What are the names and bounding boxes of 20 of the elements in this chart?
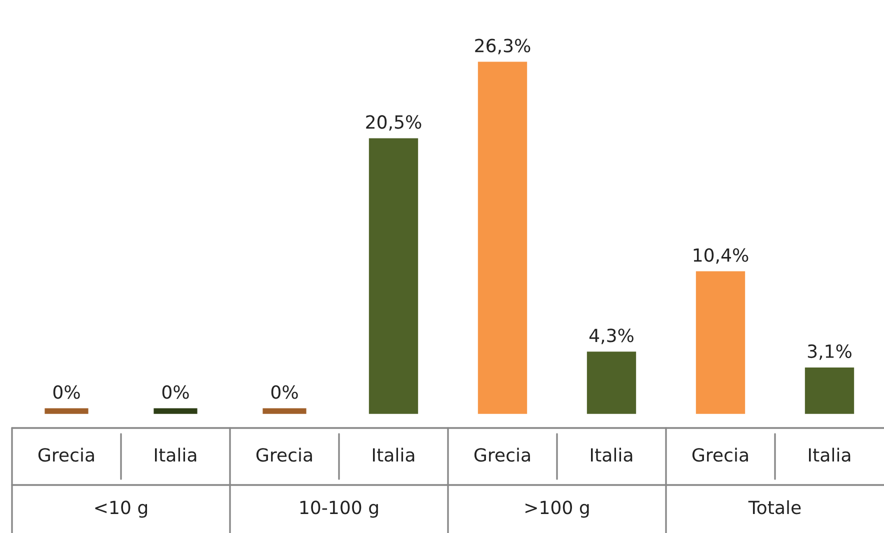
x-tick-label: Grecia — [692, 448, 748, 462]
data-label: 3,1% — [808, 344, 852, 360]
text: 10-100 g — [300, 500, 378, 518]
text: <10 g — [95, 500, 148, 518]
x-tick-label: Italia — [590, 448, 632, 462]
data-label: 20,5% — [366, 115, 422, 131]
x-tick-label: Grecia — [38, 448, 94, 462]
data-label: 4,3% — [589, 328, 634, 344]
data-label: 0% — [53, 385, 80, 399]
x-tick-label: Grecia — [474, 448, 530, 462]
x-tick-label: Italia — [154, 448, 196, 462]
x-tick-label: Italia — [808, 448, 850, 462]
x-tick-label: Italia — [372, 448, 414, 462]
data-label: 0% — [162, 385, 189, 399]
data-label: 0% — [271, 385, 298, 399]
x-tick-label: Grecia — [256, 448, 312, 462]
text: Totale — [748, 500, 801, 514]
text: >100 g — [526, 500, 589, 518]
data-label: 26,3% — [475, 38, 530, 54]
data-label: 10,4% — [694, 248, 748, 264]
